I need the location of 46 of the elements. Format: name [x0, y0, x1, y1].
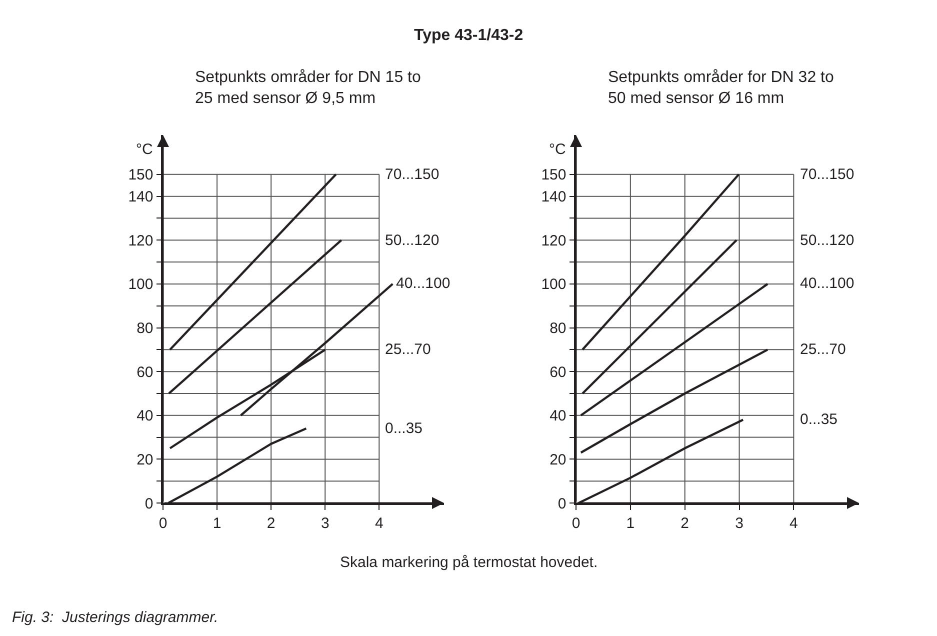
y-tick-label: 80: [550, 320, 566, 338]
y-tick-label: 20: [136, 451, 154, 468]
y-axis-title: °C: [549, 141, 566, 158]
x-tick-label: 2: [680, 514, 690, 532]
y-tick-label: 100: [128, 276, 154, 294]
x-tick-label: 1: [212, 514, 222, 532]
y-tick-label: 40: [550, 408, 566, 425]
x-tick-label: 1: [626, 514, 635, 532]
text: 25...70: [385, 341, 431, 358]
x-tick-label: 3: [735, 514, 744, 532]
y-tick-label: 80: [136, 320, 154, 338]
y-tick-label: 150: [541, 166, 566, 184]
line-series: [580, 348, 769, 454]
x-tick-label: 2: [266, 514, 276, 532]
y-tick-label: 150: [128, 166, 154, 184]
y-tick-label: 0: [144, 495, 154, 512]
y-tick-label: 0: [558, 495, 566, 512]
y-tick-label: 60: [136, 364, 154, 381]
y-tick-label: 120: [541, 232, 566, 250]
caption: Fig. 3: Justerings diagrammer.: [12, 609, 218, 626]
x-tick-label: 4: [790, 514, 798, 532]
x-axis-title: Skala markering på termostat hovedet.: [340, 554, 598, 571]
y-tick-label: 20: [550, 451, 566, 468]
x-tick-label: 0: [158, 514, 168, 532]
text: 50...120: [800, 232, 854, 249]
y-axis-title: °C: [136, 141, 153, 158]
chart-subtitle: Setpunkts områder for DN 32 to 50 med sensor Ø 16 mm: [608, 69, 834, 107]
chart-subtitle: Setpunkts områder for DN 15 to 25 med sensor Ø 9,5 mm: [195, 69, 421, 107]
text: 40...100: [800, 275, 854, 292]
text: 70...150: [800, 166, 854, 183]
y-tick-label: 40: [136, 408, 154, 425]
text: 0...35: [800, 411, 838, 428]
y-tick-label: 100: [541, 276, 566, 294]
text: 70...150: [385, 166, 440, 183]
text: 0...35: [385, 420, 423, 437]
chart-title: Type 43-1/43-2: [414, 27, 524, 44]
y-tick-label: 60: [550, 364, 566, 381]
x-tick-label: 3: [320, 514, 330, 532]
x-tick-label: 4: [374, 514, 384, 532]
series-label: 40...100: [396, 275, 450, 292]
y-tick-label: 140: [541, 188, 566, 206]
text: 50...120: [385, 232, 440, 249]
text: 25...70: [800, 341, 846, 358]
x-tick-label: 0: [572, 514, 580, 532]
y-tick-label: 140: [128, 188, 154, 206]
y-tick-label: 120: [128, 232, 154, 250]
